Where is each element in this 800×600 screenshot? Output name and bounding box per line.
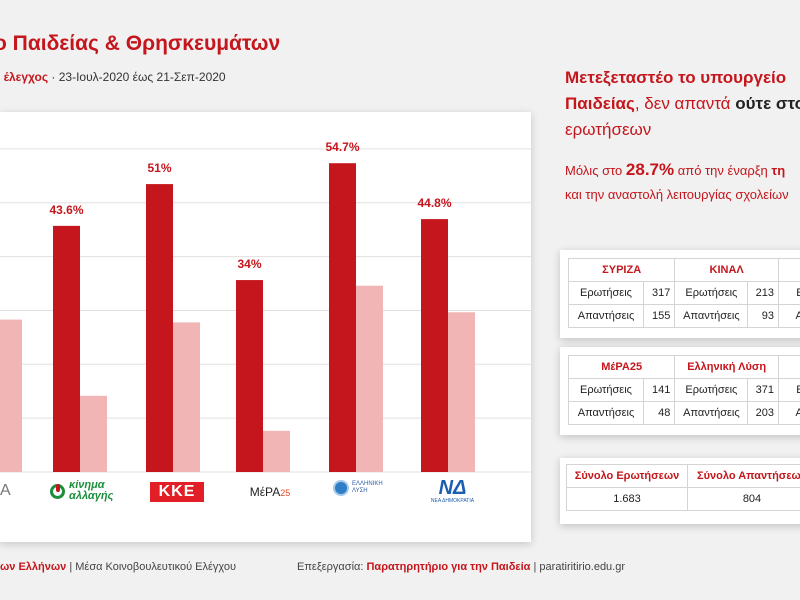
nd-mark: ΝΔ [438,477,467,499]
footer-left-rest: | Μέσα Κοινοβουλευτικού Ελέγχου [66,561,236,573]
subhead-mid: από την έναρξη [674,163,772,178]
table2-row-a-a: Απαντήσεις [568,401,644,425]
mera-num: 25 [280,488,291,498]
bar-chart: %43.6%51%34%54.7%44.8% [0,140,531,473]
table1-party-b: ΚΙΝΑΛ [674,258,779,282]
el-line2: ΛΥΣΗ [352,488,368,494]
table1-c-q: Ερ [778,281,800,305]
totals-q-value: 1.683 [566,487,688,511]
bar-secondary [80,395,107,472]
table1-row-q-a: Ερωτήσεις [568,281,644,305]
subhead-bold: τη [771,163,786,178]
headline-line2-c: ούτε στο [735,94,800,113]
footer-left-bold: ων Ελλήνων [0,561,67,573]
totals-card: Σύνολο Ερωτήσεων Σύνολο Απαντήσεων 1.683… [560,458,800,524]
bar-main [53,225,80,472]
headline-line1: Μετεξεταστέο το υπουργείο [565,68,787,87]
subhead-pre: Μόλις στο [565,163,626,178]
table1-b-q: 213 [747,281,779,305]
table1: ΣΥΡΙΖΑ ΚΙΝΑΛ Ερωτήσεις 317 Ερωτήσεις 213… [567,258,800,328]
nd-text: ΝΕΑ ΔΗΜΟΚΡΑΤΙΑ [430,498,475,504]
table2-a-q: 141 [642,378,676,402]
table1-a-q: 317 [642,281,676,305]
totals-a-value: 804 [687,487,800,511]
mera25-logo: МέРА25 [240,485,300,499]
data-label: 54.7% [325,140,359,154]
footer-credit: Επεξεργασία: Παρατηρητήριο για την Παιδε… [297,561,625,573]
subtitle-dates: · 23-Ιουλ-2020 έως 21-Σεπ-2020 [48,70,226,84]
table1-row-a-b: Απαντήσεις [674,304,749,328]
table2-card: ΜέΡΑ25 Ελληνική Λύση Ερωτήσεις 141 Ερωτή… [560,347,800,435]
page-title: ο Παιδείας & Θρησκευμάτων [0,32,281,55]
data-label: 44.8% [417,196,451,210]
data-label: 34% [237,257,261,271]
bar-main [146,184,173,472]
table1-a-a: 155 [642,304,676,328]
bar-main [421,219,448,472]
el-line1: ΕΛΛΗΝΙΚΗ [352,481,383,487]
table2-party-b: Ελληνική Λύση [674,355,779,379]
elliniki-lysi-logo: ΕΛΛΗΝΙΚΗ ΛΥΣΗ [333,480,393,496]
table2-c-a: Απ [778,401,800,425]
headline: Μετεξεταστέο το υπουργείο Παιδείας, δεν … [565,65,800,143]
totals-a-label: Σύνολο Απαντήσεων [687,464,800,488]
table2-b-q: 371 [747,378,779,402]
table1-row-a-a: Απαντήσεις [568,304,644,328]
bar-secondary [173,322,200,472]
table1-party-a: ΣΥΡΙΖΑ [567,258,676,282]
subhead-line2: και την αναστολή λειτουργίας σχολείων [565,187,789,202]
table2-party-a: ΜέΡΑ25 [567,355,676,379]
table1-row-q-b: Ερωτήσεις [674,281,749,305]
chart-card: %43.6%51%34%54.7%44.8% [0,112,531,542]
bar-secondary [356,285,383,472]
kinal-mark-icon [50,483,65,499]
kke-logo: ΚΚΕ [150,482,204,502]
totals-table: Σύνολο Ερωτήσεων Σύνολο Απαντήσεων 1.683… [566,464,800,511]
kinal-logo-line2: αλλαγής [69,490,114,502]
bar-secondary [448,312,475,472]
table2-c-q: Ερ [778,378,800,402]
page-subtitle: ς έλεγχος · 23-Ιουλ-2020 έως 21-Σεπ-2020 [0,70,226,84]
data-label: 43.6% [49,203,83,217]
table2-row-q-a: Ερωτήσεις [568,378,644,402]
footer-source: ων Ελλήνων | Μέσα Κοινοβουλευτικού Ελέγχ… [0,561,236,573]
table2-b-a: 203 [747,401,779,425]
nd-logo: ΝΔ ΝΕΑ ΔΗΜΟΚΡΑΤΙΑ [425,478,480,504]
logo-partial: Α [0,482,11,499]
headline-line3: ερωτήσεων [565,120,652,139]
headline-line2-b: , δεν απαντά [634,94,736,113]
bar-secondary [263,430,290,472]
data-label: 51% [147,161,171,175]
bar-main [236,280,263,472]
table2-row-a-b: Απαντήσεις [674,401,749,425]
subhead-pct: 28.7% [625,160,675,179]
table2-row-q-b: Ερωτήσεις [674,378,749,402]
table1-b-a: 93 [747,304,779,328]
subtitle-bold: ς έλεγχος [0,70,49,84]
footer-right-pre: Επεξεργασία: [297,561,367,573]
bar-main [329,163,356,472]
totals-q-label: Σύνολο Ερωτήσεων [566,464,688,488]
footer-right-bold: Παρατηρητήριο για την Παιδεία [366,561,531,573]
kinal-logo: κίνημα αλλαγής [50,480,140,502]
headline-line2-a: Παιδείας [565,94,635,113]
kinal-logo-line1: κίνημα [69,479,105,491]
bar-secondary [0,319,22,472]
footer-link[interactable]: | paratiritirio.edu.gr [530,561,626,573]
mera-main: МέРА [249,485,281,499]
elliniki-lysi-mark-icon [333,480,349,496]
table1-card: ΣΥΡΙΖΑ ΚΙΝΑΛ Ερωτήσεις 317 Ερωτήσεις 213… [560,250,800,338]
subhead: Μόλις στο 28.7% από την έναρξη τη και τη… [565,158,789,207]
table2-a-a: 48 [642,401,676,425]
table2: ΜέΡΑ25 Ελληνική Λύση Ερωτήσεις 141 Ερωτή… [567,355,800,425]
table1-c-a: Απ [778,304,800,328]
